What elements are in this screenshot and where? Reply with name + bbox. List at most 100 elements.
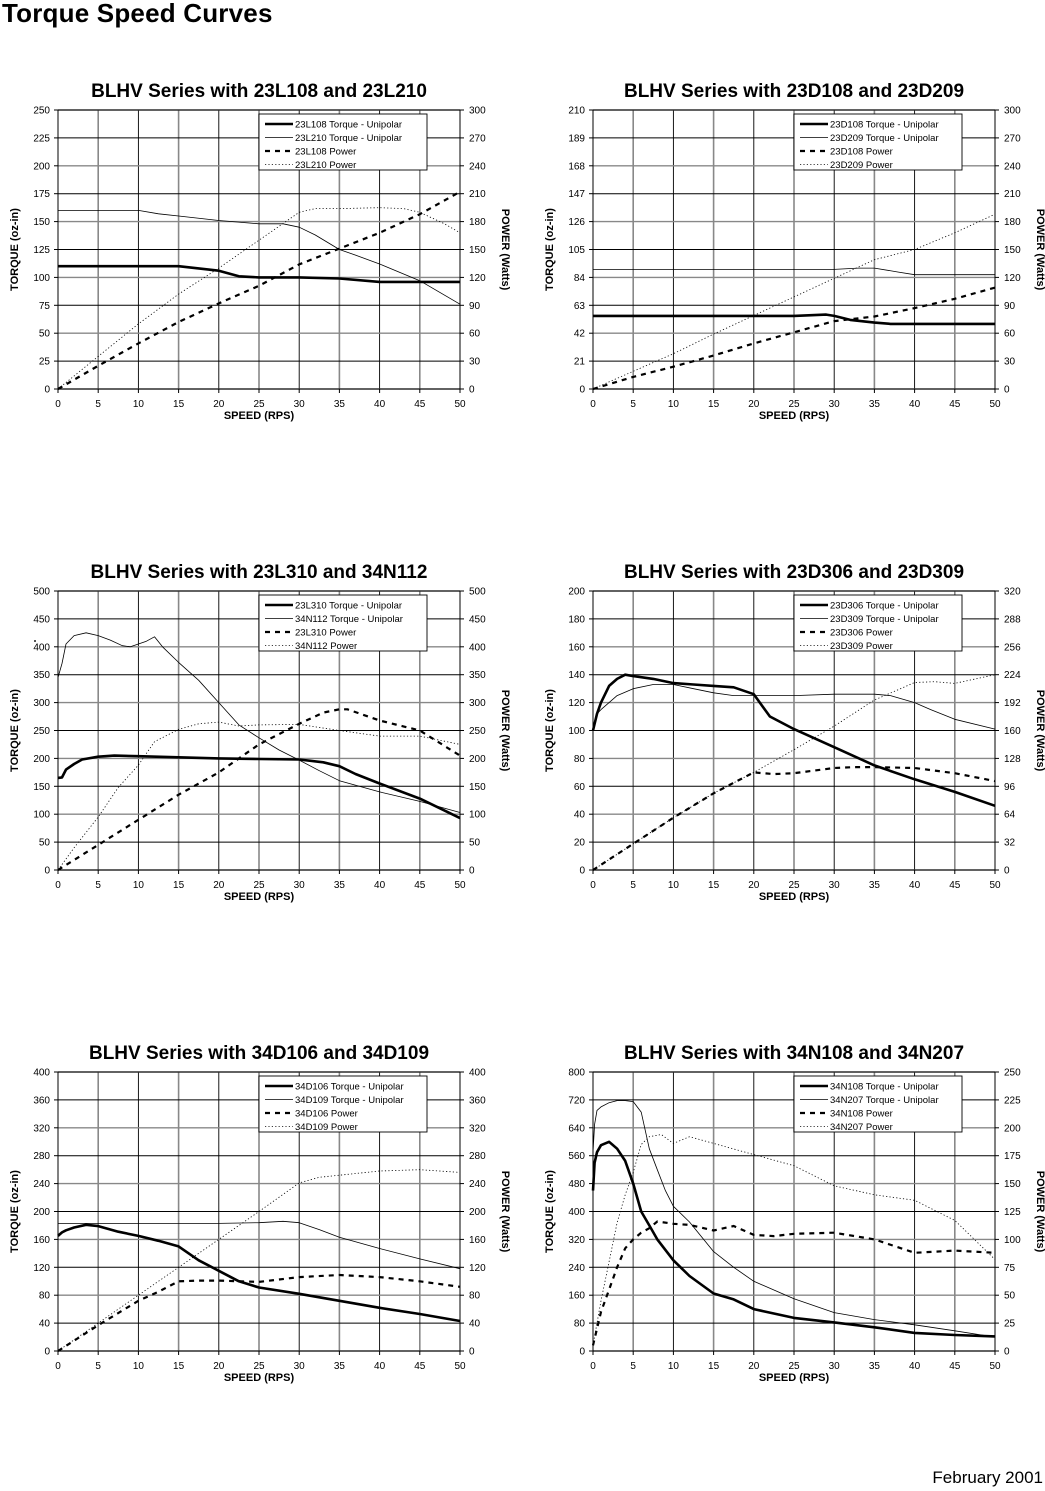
- series-line: [592, 674, 996, 871]
- y-tick-label: 100: [33, 810, 50, 821]
- x-tick-label: 5: [95, 880, 101, 891]
- y-tick-label: 168: [568, 161, 585, 172]
- y2-tick-label: 250: [1004, 1068, 1021, 1079]
- y-tick-label: 63: [574, 301, 586, 312]
- chart-title: BLHV Series with 23L310 and 34N112: [91, 562, 428, 583]
- x-tick-label: 35: [869, 399, 881, 410]
- series-line: [592, 684, 996, 731]
- x-tick-label: 35: [869, 880, 881, 891]
- y-tick-label: 0: [44, 1347, 50, 1358]
- tick-labels: 0 5 10 15 20 25 30 35 40 45 5004080120160200240280…: [33, 1068, 486, 1373]
- y-axis-label: TORQUE (oz-in): [9, 208, 21, 291]
- x-tick-label: 30: [829, 880, 841, 891]
- chart-title: BLHV Series with 34N108 and 34N207: [624, 1043, 964, 1064]
- y-tick-label: 300: [33, 698, 50, 709]
- y2-tick-label: 240: [469, 1179, 486, 1190]
- y-tick-label: 84: [574, 273, 586, 284]
- x-tick-label: 50: [989, 1361, 1001, 1372]
- series-line: [58, 264, 460, 284]
- y-tick-label: 400: [33, 642, 50, 653]
- y2-tick-label: 250: [469, 726, 486, 737]
- series-lines: [57, 190, 461, 390]
- y-tick-label: 200: [568, 587, 585, 598]
- x-tick-label: 5: [95, 399, 101, 410]
- x-tick-label: 40: [909, 1361, 921, 1372]
- legend-label: 23L310 Power: [295, 628, 356, 639]
- y-tick-label: 160: [568, 642, 585, 653]
- x-tick-label: 25: [253, 880, 265, 891]
- y-tick-label: 360: [33, 1095, 50, 1106]
- y2-tick-label: 450: [469, 614, 486, 625]
- x-tick-label: 20: [748, 880, 760, 891]
- y-tick-label: 240: [33, 1179, 50, 1190]
- y-tick-label: 200: [33, 1207, 50, 1218]
- chart-title: BLHV Series with 34D106 and 34D109: [89, 1043, 429, 1064]
- legend-label: 23L210 Torque - Unipolar: [295, 133, 402, 144]
- grid: [592, 109, 996, 390]
- x-tick-label: 25: [253, 1361, 265, 1372]
- tick-labels: 0 5 10 15 20 25 30 35 40 45 5002040608010012014016…: [568, 587, 1021, 892]
- x-tick-label: 35: [869, 1361, 881, 1372]
- y2-tick-label: 280: [469, 1151, 486, 1162]
- x-tick-label: 10: [133, 399, 145, 410]
- series-line: [593, 313, 995, 326]
- x-tick-label: 45: [949, 1361, 961, 1372]
- y2-tick-label: 100: [1004, 1235, 1021, 1246]
- legend-label: 23L310 Torque - Unipolar: [295, 601, 402, 612]
- chart-svg: BLHV Series with 34N108 and 34N207 0 5 10 15…: [544, 1043, 1045, 1384]
- y2-tick-label: 256: [1004, 642, 1021, 653]
- y-axis-label: TORQUE (oz-in): [544, 208, 556, 291]
- x-tick-label: 15: [708, 399, 720, 410]
- series-line: [57, 1273, 461, 1352]
- x-tick-label: 0: [55, 399, 61, 410]
- x-tick-label: 5: [95, 1361, 101, 1372]
- x-tick-label: 0: [590, 880, 596, 891]
- y2-axis-label: POWER (Watts): [1034, 1171, 1045, 1253]
- legend-label: 34N207 Torque - Unipolar: [830, 1095, 939, 1106]
- y2-tick-label: 25: [1004, 1319, 1016, 1330]
- series-line: [57, 632, 461, 813]
- series-lines: [591, 1100, 996, 1346]
- chart-svg: BLHV Series with 23L108 and 23L210 0 5 10 15…: [9, 81, 511, 422]
- y2-tick-label: 150: [469, 245, 486, 256]
- y-tick-label: 80: [39, 1291, 51, 1302]
- x-axis-label: SPEED (RPS): [224, 410, 295, 422]
- legend-label: 34N112 Torque - Unipolar: [295, 614, 403, 625]
- y-tick-label: 500: [33, 587, 50, 598]
- y-axis-label: TORQUE (oz-in): [9, 689, 21, 772]
- y-tick-label: 320: [568, 1235, 585, 1246]
- y-tick-label: 140: [568, 670, 585, 681]
- y2-tick-label: 125: [1004, 1207, 1021, 1218]
- chart-34d106-34d109: BLHV Series with 34D106 and 34D109 0 5 10 15…: [0, 1032, 520, 1392]
- x-tick-label: 30: [294, 399, 306, 410]
- series-line: [593, 267, 995, 276]
- legend-label: 23D306 Torque - Unipolar: [830, 601, 939, 612]
- y2-tick-label: 32: [1004, 838, 1016, 849]
- y2-tick-label: 500: [469, 587, 486, 598]
- y2-tick-label: 100: [469, 810, 486, 821]
- y2-tick-label: 270: [1004, 133, 1021, 144]
- chart-34n108-34n207: BLHV Series with 34N108 and 34N207 0 5 10 15…: [535, 1032, 1045, 1392]
- x-tick-label: 40: [374, 1361, 386, 1372]
- y2-tick-label: 60: [1004, 329, 1016, 340]
- x-tick-label: 30: [294, 880, 306, 891]
- series-line: [592, 1100, 996, 1338]
- x-tick-label: 5: [630, 1361, 636, 1372]
- y2-tick-label: 50: [469, 838, 481, 849]
- legend-label: 34N108 Power: [830, 1109, 893, 1120]
- y2-tick-label: 120: [1004, 273, 1021, 284]
- y2-tick-label: 0: [1004, 385, 1010, 396]
- x-tick-label: 10: [133, 1361, 145, 1372]
- chart-title: BLHV Series with 23L108 and 23L210: [91, 81, 427, 102]
- chart-svg: BLHV Series with 34D106 and 34D109 0 5 10 15…: [9, 1043, 511, 1384]
- y-tick-label: 0: [579, 866, 585, 877]
- y2-tick-label: 224: [1004, 670, 1021, 681]
- x-tick-label: 10: [133, 880, 145, 891]
- chart-svg: BLHV Series with 23D108 and 23D209 0 5 10 15…: [544, 81, 1045, 422]
- x-tick-label: 15: [708, 880, 720, 891]
- legend-label: 34D109 Power: [295, 1122, 358, 1133]
- x-tick-label: 25: [788, 399, 800, 410]
- y-tick-label: 25: [39, 357, 51, 368]
- y-tick-label: 160: [33, 1235, 50, 1246]
- x-tick-label: 20: [213, 880, 225, 891]
